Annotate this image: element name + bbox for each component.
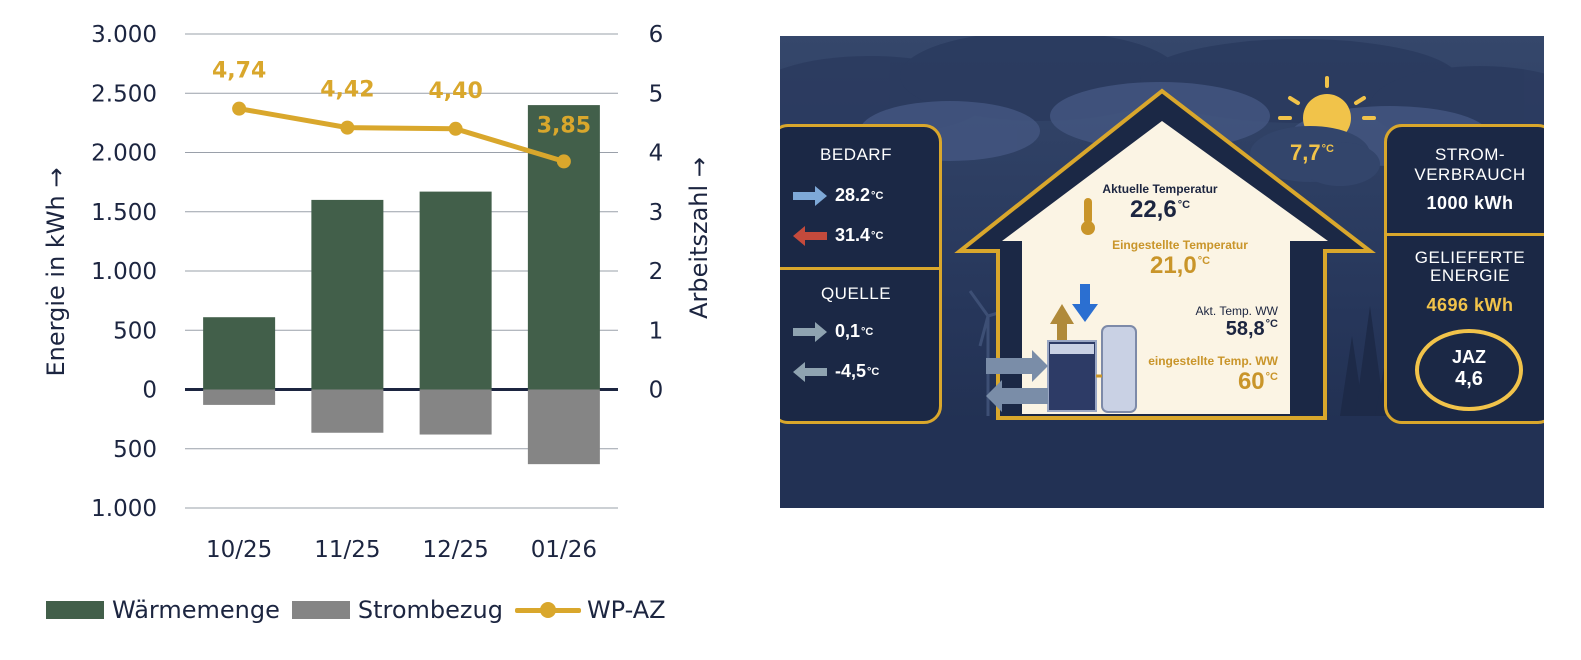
ww-set-temperature: eingestellte Temp. WW 60°C [1148,354,1278,395]
y-tick-label: 2.000 [91,141,157,167]
left-panel: BEDARF 28.2 °C 31.4 °C QUELLE 0,1 °C -4,5 °C [780,124,942,424]
thermometer-icon [1081,198,1095,235]
legend-label-strombezug: Strombezug [357,596,503,624]
x-axis-ticks: 10/25 11/25 12/25 01/26 [206,537,597,563]
set-temperature: Eingestellte Temperatur 21,0°C [1112,238,1248,279]
energie-value: 4696 kWh [1426,295,1514,315]
bedarf-in-row: 28.2 °C [793,185,883,206]
legend: Wärmemenge Strombezug WP-AZ [46,596,678,624]
wp-az-polyline [238,106,565,164]
y2-tick-label: 3 [649,200,664,226]
y-tick-label: 3.000 [91,22,157,48]
legend-label-waermemenge: Wärmemenge [112,596,280,624]
bar-wärmemenge [311,199,384,390]
arrow-right-blue-icon [793,185,827,206]
x-tick-label: 12/25 [422,537,488,563]
bar-strombezug [311,389,384,433]
current-temperature: Aktuelle Temperatur 22,6°C [1102,182,1218,223]
wp-az-point [232,101,247,116]
legend-swatch-strombezug [291,601,350,619]
quelle-title: QUELLE [820,284,892,303]
bars [203,105,600,465]
strom-value: 1000 kWh [1426,193,1514,213]
jaz-title: JAZ [1451,347,1486,367]
heat-pump-dashboard: 7,7°C BEDARF 28.2 °C 31.4 °C QUELLE 0,1 °C … [780,36,1544,508]
wp-az-point [340,120,355,135]
y-tick-label: 1.000 [91,496,157,522]
bar-strombezug [527,389,600,465]
heat-pump-unit-icon [1047,325,1137,413]
quelle-out-row: -4,5 °C [793,361,879,382]
x-tick-label: 01/26 [531,537,597,563]
y-tick-label: 2.500 [91,81,157,107]
up-arrow-icon [1050,304,1074,341]
arrow-left-red-icon [793,225,827,246]
bar-strombezug [203,389,276,405]
legend-swatch-wp-az [514,601,581,619]
y2-axis-title: Arbeitszahl → [685,157,713,319]
wp-az-data-label: 4,74 [212,59,266,84]
wp-az-point [556,154,571,169]
legend-item-waermemenge: Wärmemenge [46,596,280,624]
legend-label-wp-az: WP-AZ [586,596,666,624]
bedarf-title: BEDARF [820,145,892,164]
x-tick-label: 11/25 [314,537,380,563]
energy-chart: 3.000 2.500 2.000 1.500 1.000 500 0 500 1.000 6 5… [42,22,713,563]
energie-title: GELIEFERTE ENERGIE [1414,248,1526,285]
y-tick-label: 1.500 [91,200,157,226]
wp-az-line: 4,74 4,42 4,40 3,85 [212,59,591,169]
legend-item-wp-az: WP-AZ [514,596,666,624]
down-arrow-icon [1072,284,1098,322]
right-axis-ticks: 6 5 4 3 2 1 0 [649,22,664,404]
strom-title: STROM- VERBRAUCH [1414,145,1526,184]
bar-wärmemenge [203,317,276,390]
legend-item-strombezug: Strombezug [291,596,503,624]
bar-wärmemenge [419,191,492,390]
jaz-badge: JAZ 4,6 [1415,329,1523,411]
y2-tick-label: 5 [649,81,664,107]
bedarf-out-row: 31.4 °C [793,225,883,246]
outdoor-temperature: 7,7°C [1290,140,1334,165]
y2-tick-label: 0 [649,378,664,404]
y-tick-label: 500 [113,318,157,344]
wp-az-data-label: 4,40 [428,79,482,104]
y-tick-label: 0 [142,378,157,404]
wp-az-point [448,121,463,136]
bar-strombezug [419,389,492,435]
y2-tick-label: 2 [649,259,664,285]
wp-az-data-label: 3,85 [537,113,591,138]
y-tick-label: 500 [113,437,157,463]
y-tick-label: 1.000 [91,259,157,285]
y2-tick-label: 1 [649,318,664,344]
y2-tick-label: 6 [649,22,664,48]
left-axis-ticks: 3.000 2.500 2.000 1.500 1.000 500 0 500 1.000 [91,22,157,522]
legend-swatch-waermemenge [46,601,104,619]
y-axis-title: Energie in kWh → [42,168,70,377]
ww-temperature: Akt. Temp. WW 58,8°C [1195,304,1278,340]
y2-tick-label: 4 [649,141,664,167]
jaz-value: 4,6 [1455,368,1483,390]
wp-az-data-label: 4,42 [320,78,374,103]
arrow-left-grey-icon [793,361,827,382]
arrow-right-grey-icon [793,321,827,342]
right-panel: STROM- VERBRAUCH 1000 kWh GELIEFERTE ENE… [1384,124,1544,424]
quelle-in-row: 0,1 °C [793,321,873,342]
bar-wärmemenge [527,105,600,390]
x-tick-label: 10/25 [206,537,272,563]
